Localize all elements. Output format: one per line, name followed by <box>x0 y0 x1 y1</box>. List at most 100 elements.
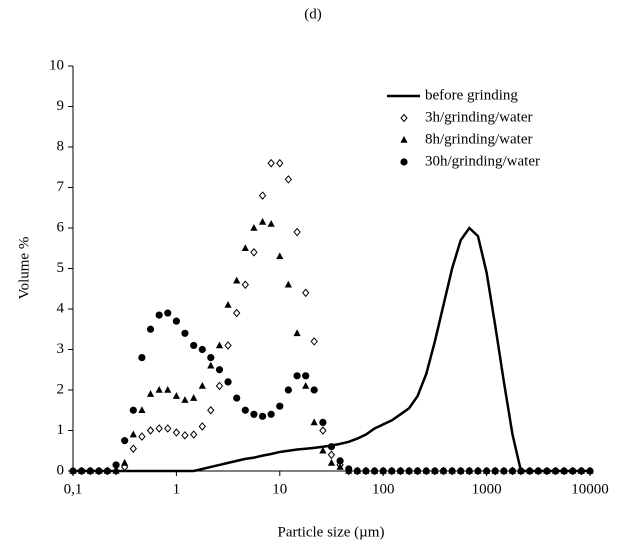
data-point <box>457 467 465 475</box>
data-point <box>448 467 456 475</box>
chart-title: (d) <box>304 6 322 22</box>
x-tick-label: 100 <box>372 481 395 497</box>
x-tick-label: 1000 <box>472 481 502 497</box>
data-point <box>164 386 172 393</box>
data-point <box>129 406 137 414</box>
data-point <box>112 461 120 469</box>
data-point <box>586 467 594 475</box>
data-point <box>233 394 241 402</box>
data-point <box>241 280 249 289</box>
data-point <box>241 244 249 252</box>
data-point <box>327 458 336 466</box>
data-point <box>276 252 284 260</box>
y-tick-label: 8 <box>57 138 65 154</box>
x-tick-label: 0,1 <box>64 481 83 497</box>
legend-label: 30h/grinding/water <box>425 153 540 169</box>
data-point <box>190 430 198 439</box>
data-point <box>198 345 206 354</box>
data-point <box>172 428 181 437</box>
legend-label: before grinding <box>425 87 518 103</box>
data-point <box>396 467 405 475</box>
x-tick-label: 1 <box>173 481 181 497</box>
y-tick-label: 1 <box>57 422 65 438</box>
data-point <box>319 426 327 435</box>
y-tick-label: 2 <box>57 381 65 397</box>
data-point <box>250 248 258 257</box>
y-tick-label: 3 <box>57 341 65 357</box>
y-tick-label: 7 <box>57 179 65 195</box>
data-point <box>439 467 448 475</box>
data-point <box>198 422 206 431</box>
data-point <box>198 381 206 389</box>
data-point <box>207 354 215 362</box>
data-point <box>302 381 310 389</box>
data-point <box>129 444 137 453</box>
data-point <box>112 467 120 474</box>
data-point <box>526 467 534 475</box>
data-point <box>224 378 232 386</box>
data-point <box>190 394 198 401</box>
data-point <box>491 467 499 475</box>
data-point <box>310 337 318 346</box>
data-point <box>146 325 155 333</box>
legend-swatch <box>400 136 408 143</box>
data-point <box>267 158 275 168</box>
data-point <box>551 467 560 475</box>
data-point <box>172 392 180 399</box>
x-tick-label: 10 <box>272 481 287 497</box>
data-point <box>69 467 77 475</box>
data-point <box>146 390 155 397</box>
data-point <box>534 467 542 475</box>
data-point <box>215 366 224 374</box>
data-point <box>95 467 103 475</box>
data-point <box>284 175 293 184</box>
y-tick-label: 6 <box>57 219 65 235</box>
data-point <box>207 405 215 415</box>
data-point <box>474 467 482 475</box>
data-point <box>336 457 344 465</box>
data-point <box>276 158 284 168</box>
legend-swatch <box>400 113 408 123</box>
data-point <box>164 424 172 433</box>
data-point <box>181 396 189 403</box>
data-point <box>293 372 301 380</box>
data-point <box>103 467 111 475</box>
data-point <box>517 467 525 475</box>
data-point <box>370 467 379 475</box>
data-point <box>121 437 129 445</box>
data-point <box>250 224 258 231</box>
data-point <box>569 467 577 475</box>
data-point <box>224 341 232 350</box>
data-point <box>181 431 189 440</box>
data-point <box>224 300 232 308</box>
data-point <box>319 418 327 426</box>
data-point <box>543 467 551 475</box>
data-point <box>362 467 370 475</box>
data-point <box>483 467 491 475</box>
data-point <box>215 341 224 349</box>
data-point <box>190 341 198 350</box>
data-point <box>405 467 413 475</box>
data-point <box>284 386 292 394</box>
data-point <box>327 443 336 451</box>
data-point <box>250 410 258 418</box>
data-point <box>138 406 146 414</box>
data-point <box>77 467 86 475</box>
data-point <box>233 276 241 284</box>
data-point <box>500 467 508 475</box>
x-axis-label: Particle size (µm) <box>278 524 385 540</box>
legend-label: 8h/grinding/water <box>425 131 532 147</box>
data-point <box>215 381 224 391</box>
data-point <box>336 462 344 470</box>
data-point <box>146 426 155 435</box>
data-point <box>138 354 146 362</box>
data-point <box>138 432 146 441</box>
data-point <box>181 329 189 337</box>
data-point <box>155 311 163 319</box>
data-point <box>276 402 284 410</box>
data-point <box>422 467 430 475</box>
data-point <box>560 467 568 475</box>
y-tick-label: 5 <box>57 260 65 276</box>
data-point <box>155 424 163 433</box>
data-point <box>129 430 137 438</box>
